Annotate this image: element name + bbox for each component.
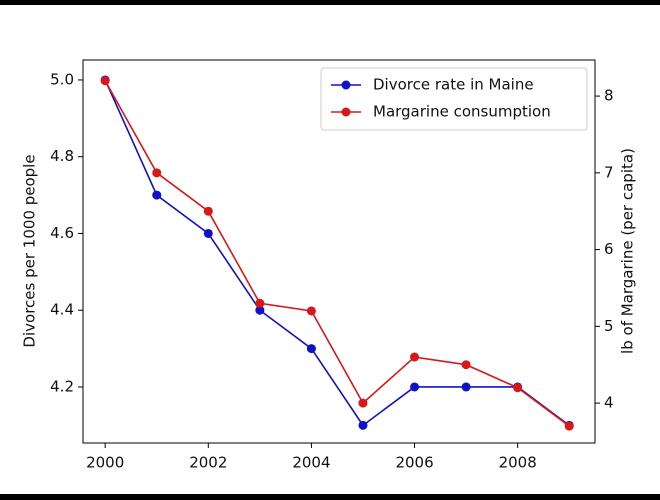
- legend-label: Divorce rate in Maine: [373, 76, 534, 94]
- data-point: [461, 360, 471, 370]
- plot-frame: [82, 59, 596, 444]
- data-point: [203, 206, 213, 216]
- data-point: [152, 168, 162, 178]
- data-point: [513, 383, 523, 393]
- legend-marker: [341, 80, 351, 90]
- x-tick-label: 2006: [395, 454, 433, 472]
- y-tick-label: 4.4: [50, 301, 74, 319]
- y-tick-label: 4.8: [50, 147, 74, 165]
- data-point: [203, 228, 213, 238]
- legend-marker: [341, 107, 351, 117]
- screen-edge: [0, 494, 660, 500]
- y2-tick-label: 5: [604, 317, 614, 335]
- y2-tick-label: 7: [604, 163, 614, 181]
- data-point: [564, 421, 574, 431]
- data-point: [306, 306, 316, 316]
- y-tick-label: 4.2: [50, 377, 74, 395]
- x-tick-label: 2004: [292, 454, 330, 472]
- legend-box: [320, 67, 588, 131]
- data-point: [100, 76, 110, 86]
- x-tick-label: 2000: [86, 454, 124, 472]
- y2-tick-label: 4: [604, 394, 614, 412]
- y2-tick-label: 6: [604, 240, 614, 258]
- data-point: [358, 398, 368, 408]
- data-point: [152, 190, 162, 200]
- y2-tick-label: 8: [604, 87, 614, 105]
- series-line: [104, 80, 570, 427]
- data-point: [255, 298, 265, 308]
- data-point: [358, 420, 368, 430]
- x-tick-label: 2002: [189, 454, 227, 472]
- y2-axis-label: lb of Margarine (per capita): [619, 148, 637, 354]
- screen-edge: [0, 0, 660, 5]
- legend-label: Margarine consumption: [373, 103, 551, 121]
- data-point: [410, 382, 420, 392]
- data-point: [255, 305, 265, 315]
- series-line: [104, 79, 570, 427]
- data-point: [410, 352, 420, 362]
- y-tick-label: 4.6: [50, 224, 74, 242]
- y-tick-label: 5.0: [50, 70, 74, 88]
- x-tick-label: 2008: [499, 454, 537, 472]
- data-point: [306, 344, 316, 354]
- data-point: [461, 382, 471, 392]
- y-axis-label: Divorces per 1000 people: [21, 154, 39, 347]
